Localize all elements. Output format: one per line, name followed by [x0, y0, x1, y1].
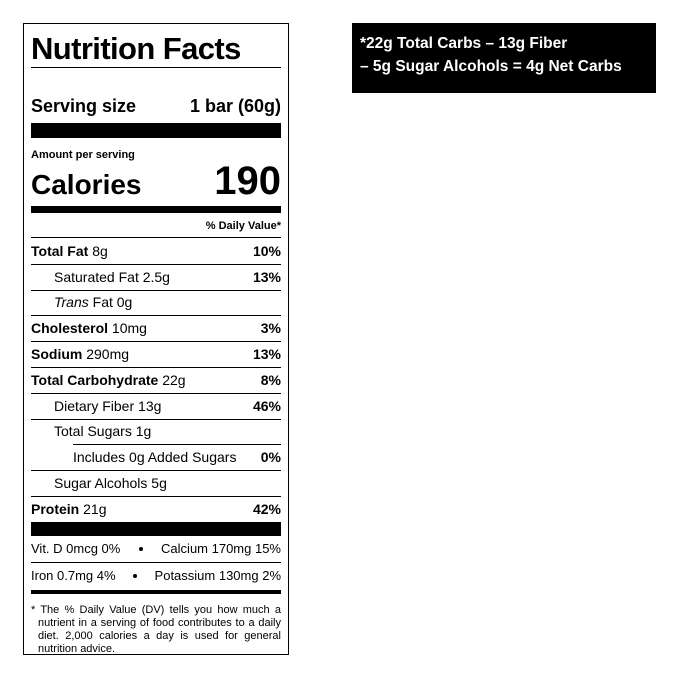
daily-value: 42% — [252, 500, 281, 517]
bullet — [133, 573, 138, 578]
daily-value: 13% — [252, 346, 281, 363]
nutrient-label: Total Sugars 1g — [31, 423, 151, 439]
nutrient-amount: 10mg — [111, 320, 147, 337]
vitamin-item: Iron 0.7mg 4% — [31, 568, 116, 584]
nutrient-name: Total Fat — [31, 242, 89, 259]
rule — [31, 263, 281, 265]
nutrient-name: Total Sugars — [54, 423, 132, 440]
thick-rule — [31, 123, 281, 138]
rule — [73, 444, 281, 446]
amount-per-serving: Amount per serving — [31, 149, 135, 161]
nutrient-name: Sodium — [31, 346, 83, 363]
nutrient-row: Total Carbohydrate 22g 8% — [31, 366, 281, 393]
daily-value: 13% — [252, 268, 281, 285]
rule — [31, 495, 281, 497]
label-title: Nutrition Facts — [31, 31, 281, 68]
rule — [31, 341, 281, 343]
rule — [31, 392, 281, 394]
nutrient-label: Includes 0g Added Sugars — [31, 449, 236, 465]
vitamin-row: Iron 0.7mg 4% Potassium 130mg 2% — [31, 561, 281, 589]
nutrient-name: Sugar Alcohols — [54, 475, 148, 492]
daily-value: 46% — [252, 397, 281, 414]
nutrient-amount: 8g — [92, 242, 108, 259]
nutrient-name: Total Carbohydrate — [31, 371, 159, 388]
nutrient-amount: 2.5g — [142, 268, 170, 285]
nutrient-row: Total Sugars 1g — [31, 418, 281, 445]
nutrient-amount: 0g — [116, 294, 133, 311]
rule — [31, 315, 281, 317]
nutrient-row: Includes 0g Added Sugars 0% — [31, 444, 281, 470]
serving-size: 1 bar (60g) — [189, 96, 281, 116]
nutrient-row: Cholesterol 10mg 3% — [31, 315, 281, 341]
nutrient-name: Protein — [31, 500, 80, 517]
nutrient-amount: 13g — [138, 397, 162, 414]
nutrient-label: Trans Fat 0g — [31, 294, 132, 310]
nutrient-amount: 22g — [162, 371, 186, 388]
note-line: *22g Total Carbs – 13g Fiber — [360, 35, 568, 52]
vitamin-item: Potassium 130mg 2% — [154, 568, 281, 584]
nutrient-amount: 21g — [83, 500, 107, 517]
rule — [31, 418, 281, 420]
calories-row: Calories 190 — [31, 161, 281, 201]
nutrient-label: Total Carbohydrate 22g — [31, 372, 186, 388]
nutrient-row: Dietary Fiber 13g 46% — [31, 392, 281, 419]
calories-label: Calories — [31, 169, 142, 200]
calories-value: 190 — [214, 159, 281, 203]
rule — [31, 470, 281, 472]
daily-value: 0% — [260, 449, 281, 466]
nutrient-row: Saturated Fat 2.5g 13% — [31, 263, 281, 290]
daily-value: 10% — [252, 242, 281, 259]
rule — [31, 589, 281, 594]
nutrient-amount: 290mg — [86, 346, 130, 363]
rule — [31, 289, 281, 291]
nutrient-amount: 1g — [135, 423, 152, 440]
nutrition-label: Nutrition Facts Serving size 1 bar (60g)… — [23, 23, 289, 655]
bullet — [138, 546, 143, 551]
vitamin-item: Vit. D 0mcg 0% — [31, 541, 121, 557]
nutrient-name-suffix: Fat — [92, 294, 113, 311]
nutrient-list: Total Fat 8g 10% Saturated Fat 2.5g 13% Tran… — [31, 238, 281, 522]
serving-row: Serving size 1 bar (60g) — [31, 96, 281, 118]
thick-rule — [31, 206, 281, 213]
note-line: – 5g Sugar Alcohols = 4g Net Carbs — [360, 58, 622, 75]
nutrient-row: Total Fat 8g 10% — [31, 238, 281, 264]
nutrient-name: Dietary Fiber — [54, 397, 135, 414]
footnote: * The % Daily Value (DV) tells you how m… — [31, 603, 281, 655]
nutrient-label: Protein 21g — [31, 501, 106, 517]
nutrient-row: Sodium 290mg 13% — [31, 341, 281, 367]
rule — [31, 366, 281, 368]
daily-value-header: % Daily Value* — [31, 215, 281, 238]
nutrient-name: Trans — [54, 294, 89, 311]
daily-value: 8% — [260, 371, 281, 388]
vitamin-list: Vit. D 0mcg 0% Calcium 170mg 15% Iron 0.7m… — [31, 536, 281, 589]
daily-value: 3% — [260, 320, 281, 337]
nutrient-row: Sugar Alcohols 5g — [31, 470, 281, 496]
vitamin-item: Calcium 170mg 15% — [161, 541, 281, 557]
nutrient-label: Dietary Fiber 13g — [31, 398, 161, 414]
nutrient-row: Protein 21g 42% — [31, 495, 281, 522]
thick-rule — [31, 521, 281, 536]
nutrient-label: Total Fat 8g — [31, 243, 108, 259]
nutrient-label: Sugar Alcohols 5g — [31, 475, 167, 491]
nutrient-name: Cholesterol — [31, 320, 109, 337]
nutrient-name: Includes 0g Added Sugars — [73, 449, 237, 466]
nutrient-amount: 5g — [151, 475, 167, 492]
nutrient-name: Saturated Fat — [54, 268, 139, 285]
nutrient-row: Trans Fat 0g — [31, 289, 281, 316]
serving-size-label: Serving size — [31, 96, 137, 116]
nutrient-label: Sodium 290mg — [31, 346, 129, 362]
net-carbs-note: *22g Total Carbs – 13g Fiber – 5g Sugar A… — [352, 23, 656, 93]
nutrient-label: Cholesterol 10mg — [31, 320, 147, 336]
nutrient-label: Saturated Fat 2.5g — [31, 269, 170, 285]
vitamin-row: Vit. D 0mcg 0% Calcium 170mg 15% — [31, 536, 281, 562]
